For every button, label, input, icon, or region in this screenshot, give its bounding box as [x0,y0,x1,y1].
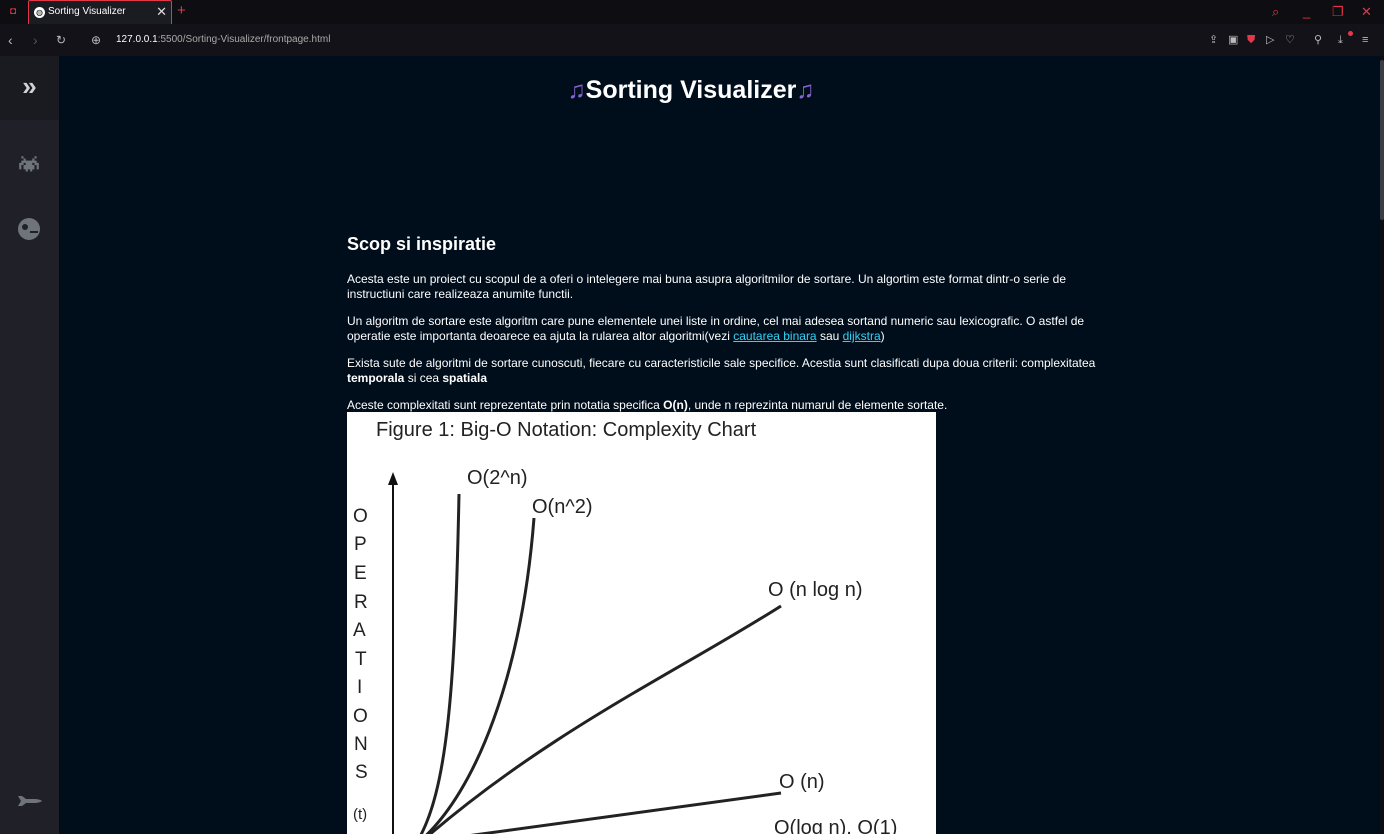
y-axis-letter: I [357,677,362,698]
curve-n-log-n [428,604,782,834]
forward-icon[interactable]: › [33,32,38,48]
minimize-icon[interactable]: _ [1303,4,1311,19]
label-linear: O (n) [779,771,825,793]
menu-icon[interactable]: ≡ [1362,34,1369,46]
snapshot-icon[interactable]: ▣ [1228,34,1239,46]
tab-title: Sorting Visualizer [48,6,126,17]
new-tab-button[interactable]: + [177,2,186,19]
paragraph-text: , unde n reprezinta numarul de elemente … [687,398,948,412]
address-bar: ‹ › ↻ ⊕ 127.0.0.1:5500/Sorting-Visualize… [0,24,1384,56]
scrollbar-thumb[interactable] [1380,60,1384,220]
sidebar-toggle-button[interactable]: » [0,56,59,120]
download-icon[interactable]: ⤓ [1338,34,1343,46]
paragraph-text: Aceste complexitati sunt reprezentate pr… [347,398,664,412]
tab-sorting-visualizer[interactable]: ◍ Sorting Visualizer ✕ [28,0,172,24]
curve-linear [470,791,782,834]
sidebar: » [0,56,59,834]
section-heading: Scop si inspiratie [347,234,497,254]
rocket-icon[interactable] [16,788,42,814]
y-axis-letter: A [353,620,366,641]
big-o-complexity-figure: Figure 1: Big-O Notation: Complexity Cha… [347,412,936,834]
y-axis-unit: (t) [353,806,367,823]
page-scrollbar[interactable] [1380,56,1384,834]
gamepad-icon[interactable]: ◘ [9,6,17,17]
send-icon[interactable]: ▷ [1266,34,1275,46]
url-field[interactable]: 127.0.0.1:5500/Sorting-Visualizer/frontp… [116,34,330,45]
y-axis-letter: O [353,706,368,727]
label-log-constant: O(log n), O(1) [774,817,897,834]
paragraph-notation: Aceste complexitati sunt reprezentate pr… [347,398,1107,413]
site-info-icon[interactable]: ⊕ [91,33,102,47]
paragraph-text: sau [816,329,843,343]
paragraph-intro: Acesta este un proiect cu scopul de a of… [347,272,1067,301]
y-axis-letter: T [355,649,367,670]
music-note-icon: ♫ [567,77,586,104]
space-invader-icon[interactable] [16,152,42,178]
figure-title: Figure 1: Big-O Notation: Complexity Cha… [376,419,757,441]
pacman-ghost-icon[interactable] [16,216,42,242]
paragraph-text: Un algoritm de sortare este algoritm car… [347,314,1085,343]
heart-icon[interactable]: ♡ [1285,34,1295,46]
paragraph-text: si cea [404,371,443,385]
music-note-icon: ♫ [796,77,815,104]
browser-tab-bar: ◘ ◍ Sorting Visualizer ✕ + ⌕ _ ❐ ✕ [0,0,1384,24]
label-exponential: O(2^n) [467,467,528,489]
y-axis-letter: E [354,563,367,584]
paragraph-text: Exista sute de algoritmi de sortare cuno… [347,356,1096,370]
bold-term-temporal: temporala [347,371,405,385]
curve-quadratic [425,517,536,834]
url-host: 127.0.0.1 [116,34,158,45]
globe-icon: ◍ [34,7,45,18]
restore-icon[interactable]: ❐ [1332,4,1344,19]
paragraph-text: ) [880,329,885,343]
page-viewport: ♫Sorting Visualizer♫ Scop si inspiratie … [59,56,1380,834]
profile-icon[interactable]: ⚲ [1314,34,1323,46]
search-icon[interactable]: ⌕ [1272,4,1280,19]
label-quadratic: O(n^2) [532,496,593,518]
page-title-text: Sorting Visualizer [585,76,797,104]
page-title: ♫Sorting Visualizer♫ [59,76,1323,105]
close-tab-icon[interactable]: ✕ [156,4,167,19]
bold-term-big-o: O(n) [663,398,688,412]
y-axis-arrow [388,472,398,485]
binary-search-link[interactable]: cautarea binara [733,329,817,343]
dijkstra-link[interactable]: dijkstra [842,329,881,343]
y-axis-letter: P [354,534,367,555]
curve-exponential [419,493,461,834]
intro-section: Scop si inspiratie Acesta este un proiec… [347,234,1107,425]
paragraph-criteria: Exista sute de algoritmi de sortare cuno… [347,356,1107,386]
y-axis-letter: N [354,734,368,755]
notification-dot [1348,31,1353,36]
y-axis-letter: S [355,762,368,783]
bold-term-spatial: spatiala [442,371,488,385]
shield-icon[interactable]: ⛊ [1247,34,1256,46]
label-n-log-n: O (n log n) [768,579,862,601]
back-icon[interactable]: ‹ [8,32,13,48]
y-axis-letter: R [354,592,368,613]
paragraph-sorting-definition: Un algoritm de sortare este algoritm car… [347,314,1107,344]
close-window-icon[interactable]: ✕ [1361,4,1372,19]
url-path: :5500/Sorting-Visualizer/frontpage.html [157,34,331,45]
y-axis-letter: O [353,506,368,527]
share-icon[interactable]: ⇪ [1209,34,1219,46]
reload-icon[interactable]: ↻ [56,33,67,47]
